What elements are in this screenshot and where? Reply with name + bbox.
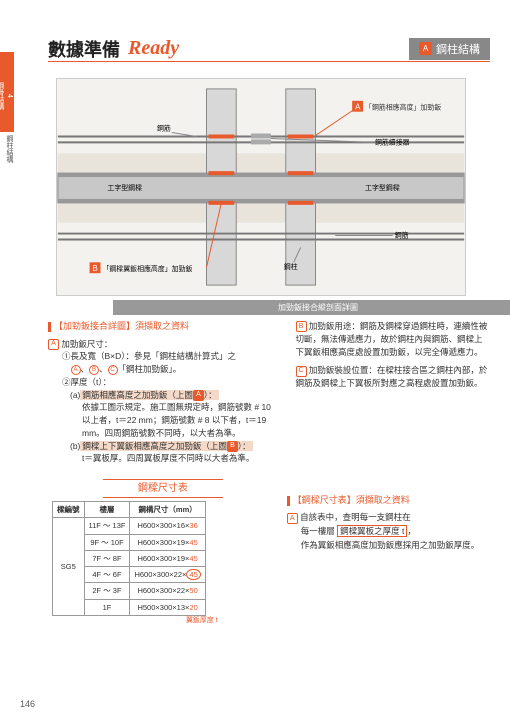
section-diagram: A 「鋼筋相應高度」加勁鈑 鋼筋 鋼筋續接器 工字型鋼樑 工字型鋼樑 鋼筋 鋼柱… xyxy=(56,78,466,296)
sec1-title: 【加勁鈑接合詳圖】須擷取之資料 xyxy=(48,320,278,334)
svg-text:「鋼筋相應高度」加勁鈑: 「鋼筋相應高度」加勁鈑 xyxy=(365,103,441,112)
beam-size-table: 樑編號樓層鋼構尺寸（mm） SG511F ～ 13FH600×300×16×36… xyxy=(52,501,206,616)
svg-text:A: A xyxy=(355,103,361,112)
tag-letter: A xyxy=(419,42,432,55)
svg-text:工字型鋼樑: 工字型鋼樑 xyxy=(365,183,400,192)
body-content: 【加勁鈑接合詳圖】須擷取之資料 A 加勁鈑尺寸： ①長及寬（B×D）：參見「鋼柱… xyxy=(48,320,490,626)
badge-B: B xyxy=(296,321,307,332)
table-title: 鋼樑尺寸表 xyxy=(103,479,223,498)
table-explain: 【鋼樑尺寸表】須擷取之資料 A 自該表中，查明每一支鋼柱在 每一樓層 鋼樑翼板之… xyxy=(287,493,490,552)
svg-text:鋼柱: 鋼柱 xyxy=(284,262,298,271)
svg-text:鋼筋: 鋼筋 xyxy=(157,124,171,133)
diagram-caption: 加勁鈑接合縱剖面詳圖 xyxy=(113,300,510,315)
side-cat: 鋼骨結構 xyxy=(0,82,4,110)
svg-text:「鋼樑翼鈑相應高度」加勁鈑: 「鋼樑翼鈑相應高度」加勁鈑 xyxy=(102,264,192,273)
title-en: Ready xyxy=(128,37,179,60)
side-num: 4 xyxy=(6,94,13,98)
page-header: 數據準備 Ready A鋼柱結構 xyxy=(48,36,490,62)
badge-A: A xyxy=(48,339,59,350)
header-tag: A鋼柱結構 xyxy=(409,38,490,60)
badge-C: C xyxy=(296,366,307,377)
side-sub: 鋼柱結構 xyxy=(0,135,14,163)
svg-text:B: B xyxy=(93,264,98,273)
title-cn: 數據準備 xyxy=(48,36,120,62)
svg-text:鋼筋續接器: 鋼筋續接器 xyxy=(375,137,410,146)
table-note: 翼鈑厚度 t xyxy=(48,616,278,627)
svg-text:鋼筋: 鋼筋 xyxy=(395,231,409,240)
page-number: 146 xyxy=(20,699,35,709)
svg-text:工字型鋼樑: 工字型鋼樑 xyxy=(107,183,142,192)
